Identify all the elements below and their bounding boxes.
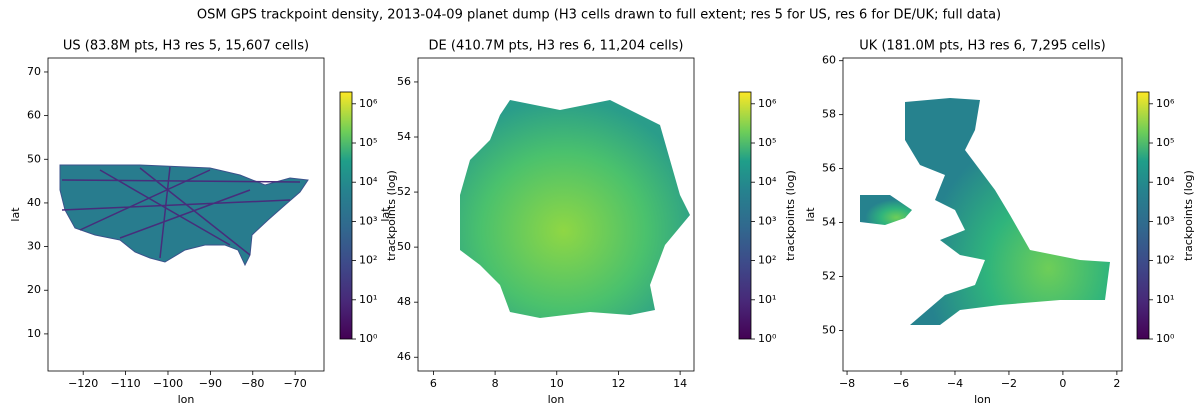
density-roads [61,166,301,259]
y-axis-label: lat [9,207,22,222]
colorbar-tick-label: 10² [1156,254,1174,267]
y-tick-label: 20 [27,283,41,296]
colorbar-tick-label: 10⁶ [359,97,378,110]
colorbar-tick-label: 10³ [359,214,377,227]
y-tick-label: 30 [27,240,41,253]
y-tick-label: 10 [27,327,41,340]
colorbar-tick-label: 10⁰ [758,332,777,345]
colorbar-label: trackpoints (log) [784,170,797,261]
colorbar-tick-label: 10² [758,254,776,267]
y-tick-label: 56 [397,75,411,88]
x-tick-label: −80 [241,377,264,390]
y-tick-label: 52 [822,270,836,283]
y-tick-label: 46 [397,350,411,363]
x-tick-label: 2 [1113,377,1120,390]
colorbar [1136,91,1150,340]
axes-title: US (83.8M pts, H3 res 5, 15,607 cells) [63,39,309,54]
density-region [905,98,1110,325]
colorbar [738,91,752,340]
y-tick-label: 60 [27,109,41,122]
colorbar-label: trackpoints (log) [1182,170,1195,261]
y-tick-label: 50 [397,240,411,253]
y-tick-label: 52 [397,185,411,198]
colorbar [339,91,353,340]
colorbar-tick-label: 10⁰ [1156,332,1175,345]
colorbar-tick-label: 10¹ [1156,293,1174,306]
x-tick-label: −8 [839,377,855,390]
colorbar-tick-label: 10⁴ [359,175,378,188]
colorbar-label: trackpoints (log) [385,170,398,261]
colorbar-tick-label: 10⁴ [1156,175,1175,188]
x-tick-label: 10 [550,377,564,390]
colorbar-tick-label: 10¹ [758,293,776,306]
x-axis-label: lon [974,393,991,406]
density-map [860,98,1110,325]
colorbar-tick-label: 10⁶ [758,97,777,110]
axes-title: UK (181.0M pts, H3 res 6, 7,295 cells) [859,39,1105,54]
y-tick-label: 56 [822,162,836,175]
axes-frame [47,57,325,372]
colorbar-tick-label: 10⁴ [758,175,777,188]
figure-title: OSM GPS trackpoint density, 2013-04-09 p… [197,8,1001,23]
axes-title: DE (410.7M pts, H3 res 6, 11,204 cells) [429,39,684,54]
y-tick-label: 58 [822,108,836,121]
x-tick-label: 12 [611,377,625,390]
axes-frame [417,57,695,372]
axes-frame [842,57,1123,372]
x-tick-label: −120 [68,377,98,390]
x-tick-label: −90 [199,377,222,390]
y-axis-label: lat [804,207,817,222]
x-axis-label: lon [178,393,195,406]
y-tick-label: 70 [27,65,41,78]
density-map [460,100,690,318]
colorbar-tick-label: 10⁵ [1156,136,1174,149]
x-tick-label: −100 [153,377,183,390]
colorbar-tick-label: 10³ [1156,214,1174,227]
y-tick-label: 50 [27,152,41,165]
y-tick-label: 54 [397,130,411,143]
colorbar-tick-label: 10⁶ [1156,97,1175,110]
density-region [460,100,690,318]
colorbar-tick-label: 10⁵ [359,136,377,149]
x-tick-label: 8 [492,377,499,390]
y-tick-label: 60 [822,54,836,67]
colorbar-tick-label: 10⁵ [758,136,776,149]
x-tick-label: −110 [110,377,140,390]
colorbar-tick-label: 10⁰ [359,332,378,345]
y-tick-label: 48 [397,295,411,308]
y-tick-label: 54 [822,216,836,229]
x-tick-label: 6 [430,377,437,390]
x-tick-label: 14 [673,377,687,390]
y-tick-label: 50 [822,324,836,337]
density-region [860,195,912,225]
x-axis-label: lon [548,393,565,406]
x-tick-label: −70 [284,377,307,390]
colorbar-tick-label: 10³ [758,214,776,227]
x-tick-label: −6 [893,377,909,390]
y-axis-label: lat [379,207,392,222]
x-tick-label: −4 [947,377,963,390]
y-tick-label: 40 [27,196,41,209]
colorbar-tick-label: 10¹ [359,293,377,306]
x-tick-label: 0 [1059,377,1066,390]
x-tick-label: −2 [1001,377,1017,390]
density-map [59,164,309,267]
colorbar-tick-label: 10² [359,254,377,267]
